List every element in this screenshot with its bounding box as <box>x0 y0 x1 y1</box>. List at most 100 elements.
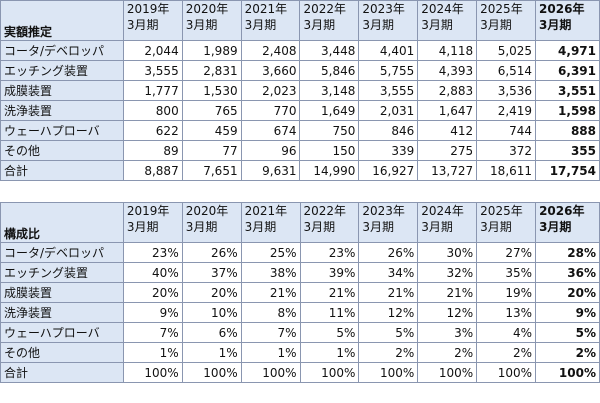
table-cell: 674 <box>240 120 301 141</box>
column-header: 2020年 3月期 <box>181 202 242 243</box>
table-cell: 23% <box>122 242 183 263</box>
column-header: 2025年 3月期 <box>476 202 537 243</box>
column-header: 2019年 3月期 <box>122 202 183 243</box>
table-cell: 26% <box>181 242 242 263</box>
header-period: 3月期 <box>303 18 336 32</box>
header-period: 3月期 <box>185 220 218 234</box>
header-period: 3月期 <box>362 220 395 234</box>
table-cell: 96 <box>240 140 301 161</box>
table-cell: 2,023 <box>240 80 301 101</box>
column-header: 2025年 3月期 <box>476 0 537 41</box>
table-cell: 412 <box>417 120 478 141</box>
table-cell: 26% <box>358 242 419 263</box>
table-cell: 14,990 <box>299 160 360 181</box>
table-cell: 2% <box>417 342 478 363</box>
row-label: ウェーハプローバ <box>0 322 124 343</box>
table-cell: 150 <box>299 140 360 161</box>
row-label: コータ/デベロッパ <box>0 40 124 61</box>
header-year: 2024年 <box>421 2 464 16</box>
column-header: 2020年 3月期 <box>181 0 242 41</box>
table-cell: 2,419 <box>476 100 537 121</box>
row-label: 合計 <box>0 160 124 181</box>
table-cell: 5,755 <box>358 60 419 81</box>
table-cell: 5% <box>358 322 419 343</box>
table-cell: 16,927 <box>358 160 419 181</box>
table-cell: 622 <box>122 120 183 141</box>
table-cell: 4,118 <box>417 40 478 61</box>
table-cell: 18,611 <box>476 160 537 181</box>
table-cell: 3,660 <box>240 60 301 81</box>
table-cell: 355 <box>535 140 600 161</box>
column-header: 2023年 3月期 <box>358 202 419 243</box>
row-label: 洗浄装置 <box>0 100 124 121</box>
row-label: 洗浄装置 <box>0 302 124 323</box>
table-cell: 1,530 <box>181 80 242 101</box>
table-cell: 3,551 <box>535 80 600 101</box>
table-cell: 39% <box>299 262 360 283</box>
header-period: 3月期 <box>421 220 453 234</box>
table-cell: 3% <box>417 322 478 343</box>
table-cell: 17,754 <box>535 160 600 181</box>
header-year: 2026年 <box>539 2 585 16</box>
table-row: その他 1% 1% 1% 1% 2% 2% 2% 2% <box>0 342 600 363</box>
table-cell: 36% <box>535 262 600 283</box>
table-cell: 20% <box>181 282 242 303</box>
header-period: 3月期 <box>126 18 159 32</box>
table-cell: 9,631 <box>240 160 301 181</box>
table-cell: 2% <box>476 342 537 363</box>
table-cell: 21% <box>417 282 478 303</box>
header-period: 3月期 <box>480 18 512 32</box>
table-cell: 2,831 <box>181 60 242 81</box>
table-cell: 3,555 <box>358 80 419 101</box>
column-header: 2022年 3月期 <box>299 202 360 243</box>
header-period: 3月期 <box>539 220 572 234</box>
table-cell: 1,649 <box>299 100 360 121</box>
table-cell: 7% <box>122 322 183 343</box>
table-row: 洗浄装置 800 765 770 1,649 2,031 1,647 2,419 1,598 <box>0 100 600 121</box>
table-cell: 100% <box>181 362 242 383</box>
table-title: 実額推定 <box>0 0 124 41</box>
table-cell: 2,031 <box>358 100 419 121</box>
table-cell: 21% <box>299 282 360 303</box>
table-cell: 40% <box>122 262 183 283</box>
row-label: 合計 <box>0 362 124 383</box>
table-cell: 2,883 <box>417 80 478 101</box>
table-cell: 339 <box>358 140 419 161</box>
header-period: 3月期 <box>539 18 572 32</box>
header-period: 3月期 <box>480 220 512 234</box>
table-cell: 8,887 <box>122 160 183 181</box>
table-cell: 100% <box>299 362 360 383</box>
table-cell: 1% <box>240 342 301 363</box>
table-cell: 5,846 <box>299 60 360 81</box>
table-cell: 32% <box>417 262 478 283</box>
header-year: 2019年 <box>126 2 170 16</box>
table-cell: 2,408 <box>240 40 301 61</box>
table-cell: 888 <box>535 120 600 141</box>
table-cell: 459 <box>181 120 242 141</box>
table-cell: 21% <box>358 282 419 303</box>
row-label: コータ/デベロッパ <box>0 242 124 263</box>
header-row: 構成比 2019年 3月期 2020年 3月期 2021年 3月期 2022年 3月期 2023年… <box>0 202 600 243</box>
table-cell: 11% <box>299 302 360 323</box>
table-row: 成膜装置 20% 20% 21% 21% 21% 21% 19% 20% <box>0 282 600 303</box>
table-cell: 846 <box>358 120 419 141</box>
table-cell: 4,393 <box>417 60 478 81</box>
header-year: 2020年 <box>185 2 229 16</box>
header-year: 2023年 <box>362 2 405 16</box>
row-label: その他 <box>0 342 124 363</box>
table-cell: 5% <box>299 322 360 343</box>
table-title: 構成比 <box>0 202 124 243</box>
table-cell: 13% <box>476 302 537 323</box>
table-cell: 35% <box>476 262 537 283</box>
row-label: 成膜装置 <box>0 282 124 303</box>
table-cell: 3,555 <box>122 60 183 81</box>
table-cell: 27% <box>476 242 537 263</box>
table-cell: 100% <box>476 362 537 383</box>
table-cell: 770 <box>240 100 301 121</box>
header-year: 2019年 <box>126 204 170 218</box>
table-cell: 19% <box>476 282 537 303</box>
table-cell: 1% <box>122 342 183 363</box>
table-cell: 10% <box>181 302 242 323</box>
table-row: コータ/デベロッパ 23% 26% 25% 23% 26% 30% 27% 28% <box>0 242 600 263</box>
